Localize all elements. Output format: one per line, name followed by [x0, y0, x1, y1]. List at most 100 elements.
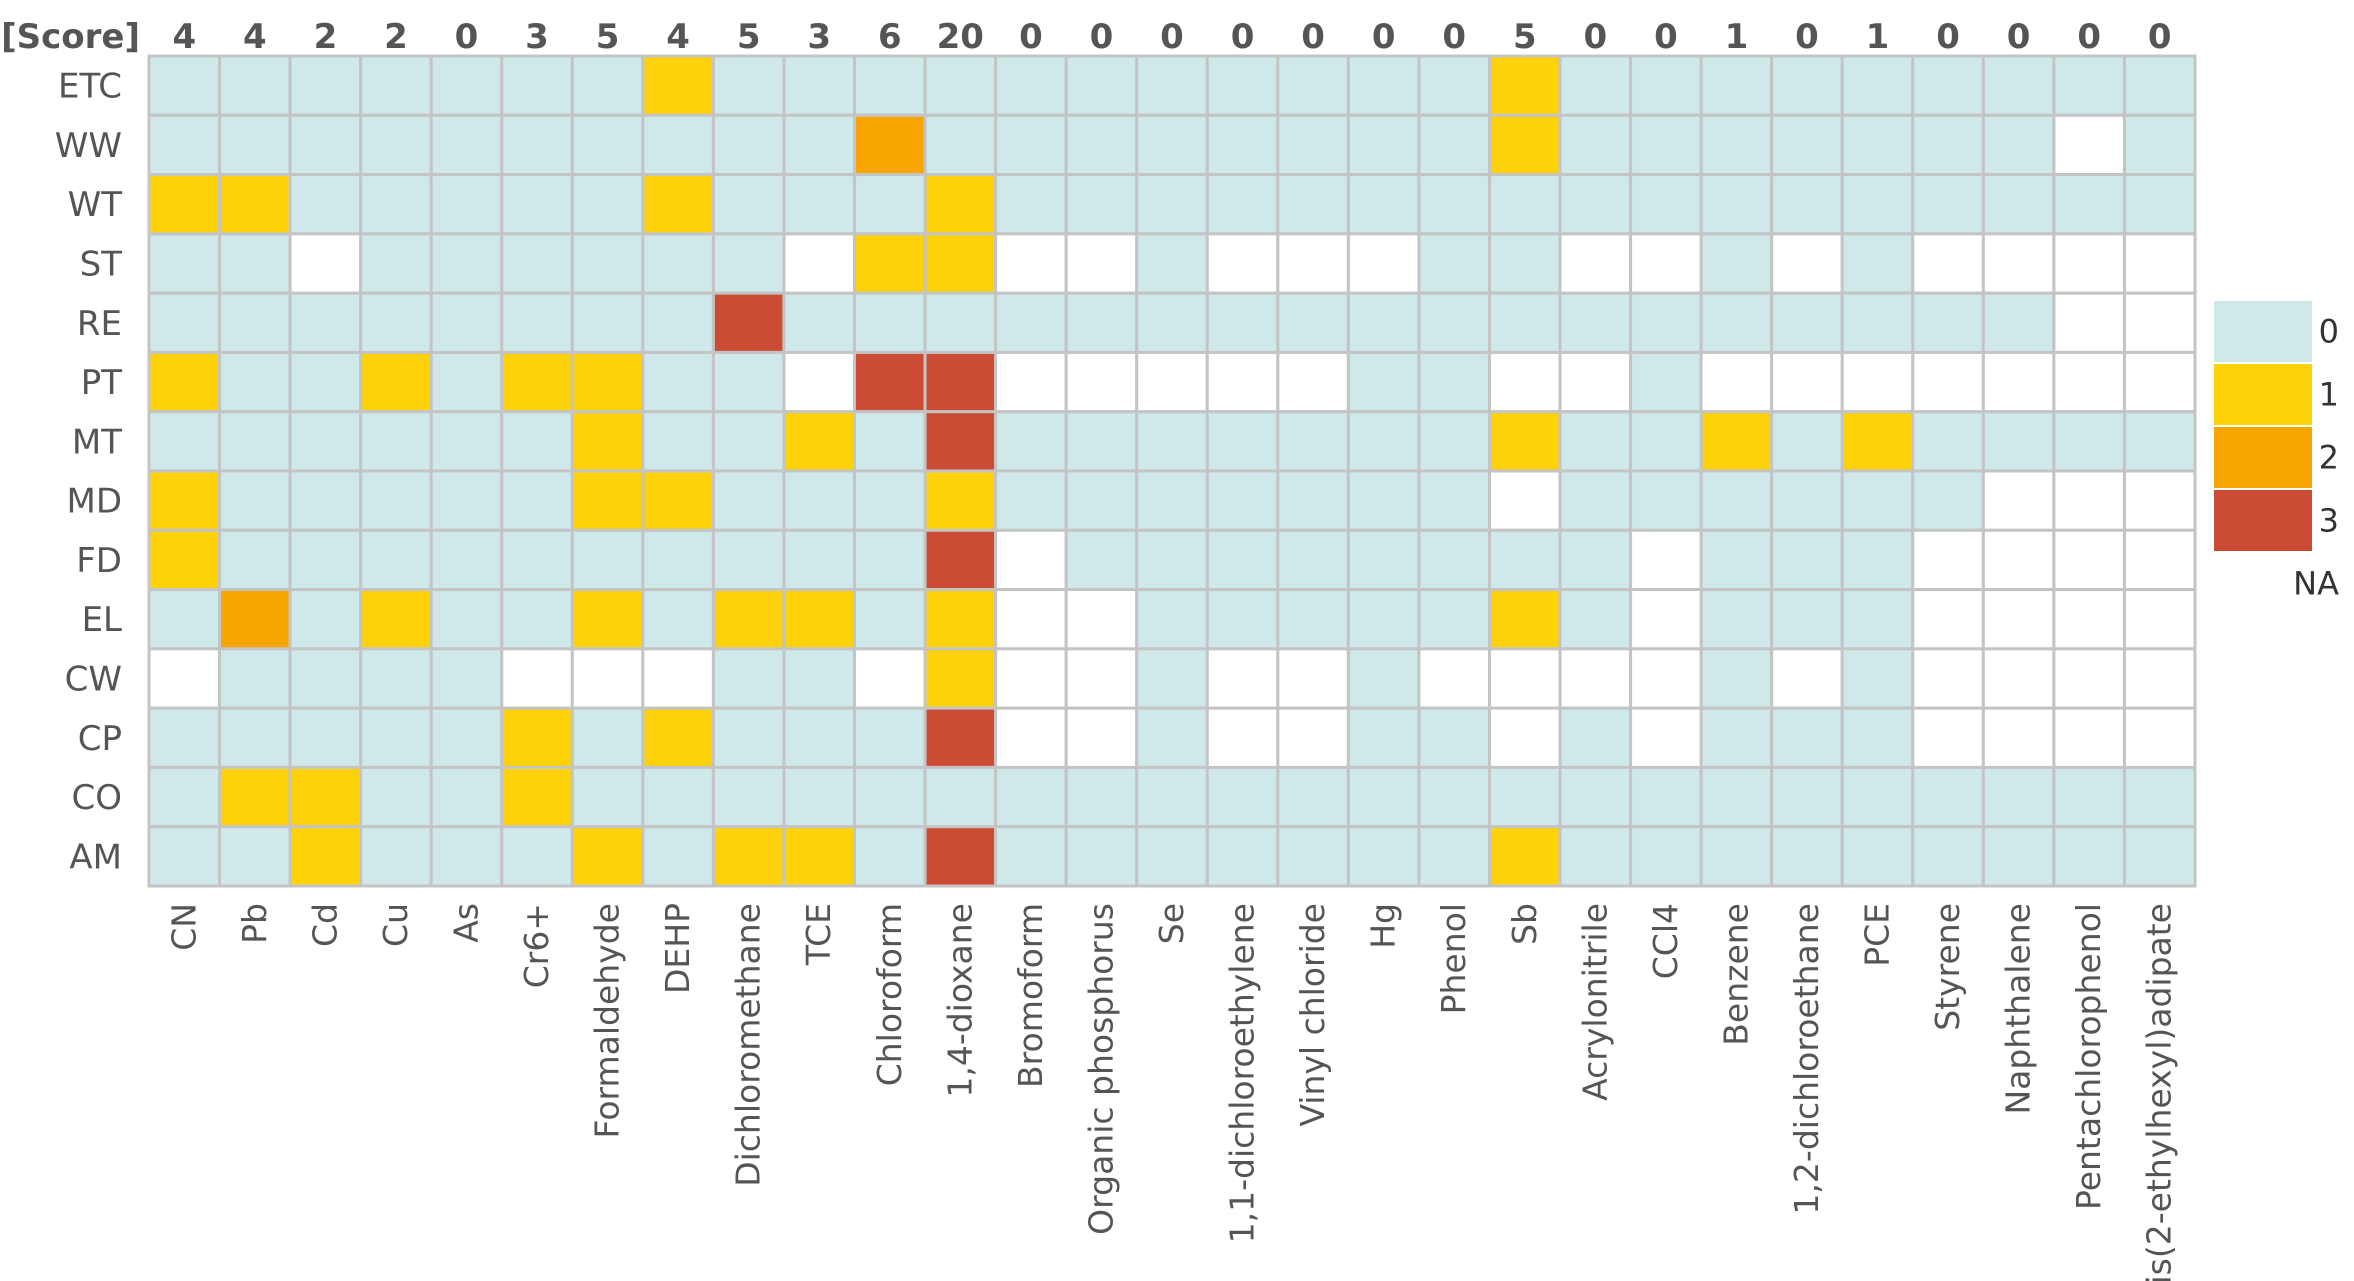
heatmap-cell	[782, 291, 857, 354]
heatmap-cell	[2122, 173, 2197, 236]
heatmap-cell	[500, 588, 574, 651]
heatmap-cell	[1487, 113, 1562, 177]
heatmap-cell	[1064, 588, 1139, 651]
row-labels: ETC WW WT ST RE PT MT MD FD EL CW CP CO AM	[55, 67, 122, 878]
heatmap-cell	[853, 232, 927, 295]
heatmap-cell	[1276, 528, 1350, 592]
heatmap-cell	[1417, 410, 1491, 473]
heatmap-cell	[359, 410, 433, 473]
column-label: Cu	[376, 903, 415, 947]
heatmap-cell	[1346, 232, 1421, 295]
heatmap-cell	[1558, 647, 1633, 710]
heatmap-cell	[994, 825, 1068, 888]
heatmap-cell	[1276, 350, 1350, 414]
heatmap-cell	[1840, 113, 1915, 177]
heatmap-cell	[1205, 588, 1280, 651]
heatmap-cell	[570, 350, 645, 414]
heatmap-cell	[1487, 291, 1562, 354]
heatmap-cell	[1840, 528, 1915, 592]
column-label: 1,1-dichloroethylene	[1223, 903, 1262, 1243]
heatmap-cell	[711, 350, 786, 414]
heatmap-cell	[994, 765, 1068, 829]
row-label: RE	[77, 304, 122, 344]
heatmap-cell	[1276, 54, 1350, 117]
heatmap-cell	[1699, 232, 1774, 295]
heatmap-cell	[1558, 232, 1633, 295]
heatmap-cell	[1487, 54, 1562, 117]
heatmap-cell	[2122, 765, 2197, 829]
heatmap-cell	[1558, 291, 1633, 354]
heatmap-cell	[923, 528, 998, 592]
row-label: ETC	[58, 67, 122, 107]
heatmap-cell	[853, 410, 927, 473]
heatmap-cell	[1487, 588, 1562, 651]
score-label: 1	[1725, 17, 1749, 57]
heatmap-cell	[1135, 825, 1209, 888]
heatmap-cell	[1135, 54, 1209, 117]
score-label: 20	[937, 17, 984, 57]
score-label: 0	[455, 17, 479, 57]
score-label: 0	[1090, 17, 1114, 57]
heatmap-cell	[1205, 232, 1280, 295]
heatmap-cell	[359, 469, 433, 532]
heatmap-cell	[1276, 765, 1350, 829]
heatmap-cell	[1629, 469, 1703, 532]
heatmap-cell	[923, 647, 998, 710]
heatmap-cell	[641, 291, 715, 354]
heatmap-cell	[147, 232, 222, 295]
heatmap-cell	[2122, 350, 2197, 414]
heatmap-cell	[147, 528, 222, 592]
heatmap-cell	[711, 647, 786, 710]
heatmap-cell	[641, 528, 715, 592]
heatmap-cell	[711, 54, 786, 117]
heatmap-cell	[570, 410, 645, 473]
legend-swatch	[2212, 551, 2314, 616]
heatmap-cell	[218, 647, 292, 710]
heatmap-cell	[1558, 706, 1633, 769]
heatmap-cell	[1135, 765, 1209, 829]
heatmap-cell	[782, 173, 857, 236]
heatmap-cell	[641, 232, 715, 295]
score-label: 3	[807, 17, 831, 57]
heatmap-cell	[641, 350, 715, 414]
heatmap-cell	[288, 765, 363, 829]
column-label: CN	[164, 903, 203, 951]
heatmap-cell	[1981, 765, 2056, 829]
heatmap-cell	[782, 825, 857, 888]
heatmap-cell	[994, 350, 1068, 414]
legend-swatch	[2212, 488, 2314, 553]
heatmap-cell	[1699, 173, 1774, 236]
heatmap-cell	[218, 173, 292, 236]
heatmap-cell	[1417, 706, 1491, 769]
heatmap-cell	[853, 528, 927, 592]
heatmap-cell	[1558, 825, 1633, 888]
heatmap-cell	[1135, 647, 1209, 710]
heatmap-cell	[1911, 825, 1985, 888]
heatmap-cell	[1346, 706, 1421, 769]
column-labels: CN Pb Cd Cu As Cr6+ Formaldehyde DEHP Dichlorome…	[164, 903, 2178, 1281]
heatmap-cell	[1770, 647, 1844, 710]
score-label: 0	[1795, 17, 1819, 57]
heatmap-cell	[994, 113, 1068, 177]
score-label: 5	[596, 17, 620, 57]
heatmap-cell	[1276, 647, 1350, 710]
heatmap-cell	[1770, 765, 1844, 829]
heatmap-cell	[429, 350, 504, 414]
heatmap-cell	[288, 232, 363, 295]
heatmap-cell	[1417, 528, 1491, 592]
column-label: Se	[1152, 903, 1191, 944]
row-label: MT	[72, 422, 122, 462]
column-label: As	[447, 903, 486, 943]
column-label: Organic phosphorus	[1081, 903, 1120, 1235]
heatmap-cell	[853, 469, 927, 532]
heatmap-cell	[359, 232, 433, 295]
heatmap-cell	[1487, 706, 1562, 769]
row-label: EL	[82, 600, 122, 640]
heatmap-cell	[1840, 765, 1915, 829]
heatmap-cell	[2122, 469, 2197, 532]
heatmap-cell	[1770, 113, 1844, 177]
heatmap-cell	[853, 647, 927, 710]
heatmap-cell	[782, 706, 857, 769]
heatmap-cell	[1558, 765, 1633, 829]
heatmap-cell	[1911, 647, 1985, 710]
